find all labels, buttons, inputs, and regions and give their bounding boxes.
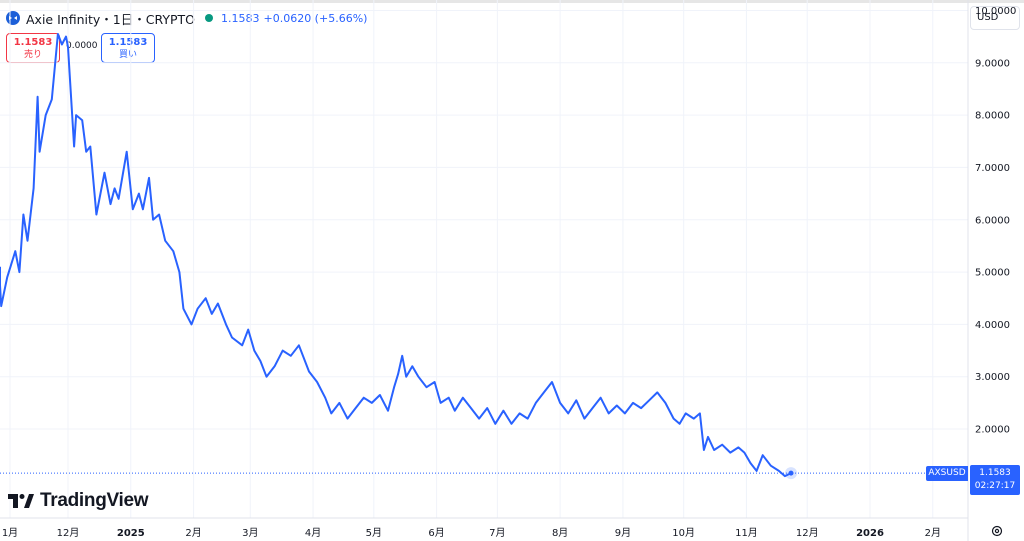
spread-value: 0.0000 <box>66 41 98 51</box>
y-tick-label: 10.0000 <box>975 6 1016 17</box>
x-tick-label: 10月 <box>672 527 695 539</box>
x-tick-label: 1月 <box>2 527 18 539</box>
y-tick-label: 6.0000 <box>975 215 1010 226</box>
x-tick-label: 4月 <box>305 527 321 539</box>
sell-price: 1.1583 <box>13 37 53 48</box>
market-status-indicator <box>204 14 213 22</box>
x-tick-label: 12月 <box>57 527 80 539</box>
last-price-box: 1.1583 02:27:17 <box>970 465 1020 496</box>
symbol-price-label: AXSUSD <box>926 465 968 481</box>
buy-label: 買い <box>118 50 137 60</box>
y-tick-label: 7.0000 <box>975 163 1010 174</box>
x-tick-label: 2月 <box>185 527 201 539</box>
x-tick-label: 9月 <box>615 527 631 539</box>
chart-settings-icon[interactable] <box>990 524 1004 538</box>
x-tick-label: 3月 <box>242 527 258 539</box>
x-tick-label: 2月 <box>925 527 941 539</box>
tradingview-logo-icon <box>8 494 34 508</box>
tradingview-watermark[interactable]: TradingView <box>8 490 149 512</box>
y-tick-label: 4.0000 <box>975 320 1010 331</box>
x-tick-label: 7月 <box>489 527 505 539</box>
x-tick-label: 8月 <box>552 527 568 539</box>
last-point <box>788 470 794 476</box>
y-tick-label: 9.0000 <box>975 58 1010 69</box>
bar-countdown: 02:27:17 <box>974 481 1016 492</box>
y-tick-label: 2.0000 <box>975 425 1010 436</box>
price-series-line <box>0 33 792 478</box>
last-price-value: 1.1583 <box>979 468 1011 479</box>
x-tick-label: 2025 <box>117 528 145 539</box>
x-tick-label: 2026 <box>856 528 884 539</box>
watermark-text: TradingView <box>40 490 149 511</box>
x-tick-label: 5月 <box>366 527 382 539</box>
chart-grid <box>0 0 968 518</box>
currency-selector[interactable]: USD <box>970 6 1020 30</box>
price-axis: 2.0000 3.0000 4.0000 5.0000 6.0000 7.0000 8.00… <box>975 6 1016 436</box>
buy-price: 1.1583 <box>108 37 148 48</box>
y-tick-label: 8.0000 <box>975 111 1010 122</box>
x-tick-label: 6月 <box>428 527 444 539</box>
x-tick-label: 12月 <box>796 527 819 539</box>
y-tick-label: 5.0000 <box>975 268 1010 279</box>
last-price-marker <box>785 467 798 480</box>
header-change: +0.0620 (+5.66%) <box>263 11 368 25</box>
top-border <box>0 0 1024 3</box>
time-axis: 1月 12月 2025 2月 3月 4月 5月 6月 7月 8月 9月 10月 11月 12月 2026 2月 <box>2 527 941 539</box>
x-tick-label: 11月 <box>735 527 758 539</box>
sell-label: 売り <box>23 50 42 60</box>
y-tick-label: 3.0000 <box>975 372 1010 383</box>
